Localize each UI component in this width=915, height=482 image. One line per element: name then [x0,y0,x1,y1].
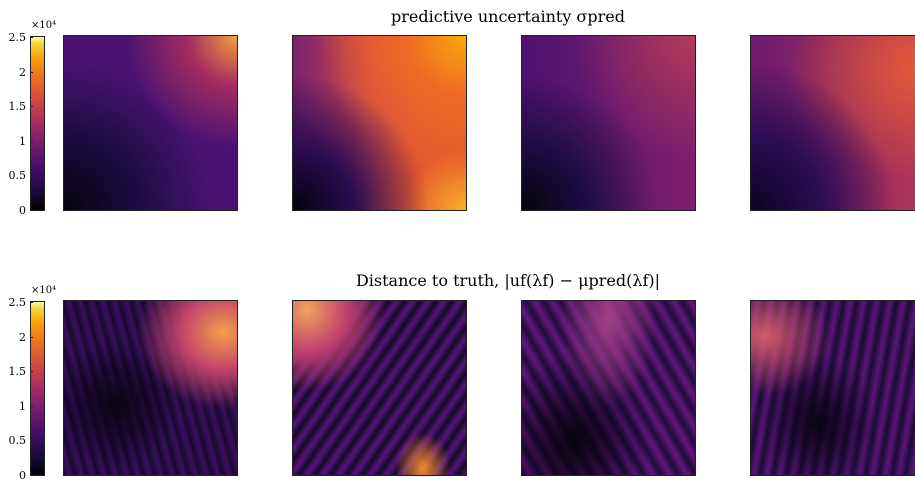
bottom-colorbar-multiplier: ×10⁴ [31,285,57,296]
top-colorbar-multiplier: ×10⁴ [31,20,57,31]
top-colorbar-tick-label: 0 [19,204,26,217]
top-colorbar-tick-mark [30,37,33,38]
bottom-colorbar-tick-label: 0 [19,469,26,482]
uncertainty-panel-1 [63,35,238,211]
uncertainty-panel-3 [521,35,696,211]
distance-panel-2 [292,300,467,476]
top-colorbar-tick-mark [30,140,33,142]
bottom-colorbar-tick-label: 2 [19,330,26,344]
bottom-colorbar-tick-mark [30,405,33,407]
bottom-colorbar-tick-label: 1.5 [8,365,27,379]
bottom-colorbar-tick-mark [30,440,33,442]
top-row-title: predictive uncertainty σpred [391,7,625,26]
top-colorbar-tick-label: 1 [19,134,26,148]
top-colorbar [30,36,45,211]
top-colorbar-tick-mark [30,175,33,177]
distance-panel-1 [63,300,238,476]
distance-panel-4 [750,300,915,476]
top-colorbar-tick-mark [30,106,33,108]
bottom-row-title: Distance to truth, |uf(λf) − μpred(λf)| [355,271,661,290]
uncertainty-panel-2 [292,35,467,211]
bottom-colorbar-tick-label: 0.5 [8,434,27,448]
uncertainty-panel-4 [750,35,915,211]
bottom-colorbar-tick-label: 1 [19,399,26,413]
top-colorbar-tick-label: 2.5 [8,31,27,44]
bottom-colorbar-tick-label: 2.5 [8,296,27,309]
top-colorbar-tick-label: 2 [19,65,26,79]
bottom-colorbar-tick-mark [30,475,33,476]
bottom-colorbar [30,301,45,476]
bottom-colorbar-tick-mark [30,371,33,373]
top-colorbar-tick-label: 0.5 [8,169,27,183]
bottom-colorbar-tick-mark [30,302,33,303]
top-colorbar-tick-label: 1.5 [8,100,27,114]
bottom-colorbar-tick-mark [30,336,33,338]
top-colorbar-tick-mark [30,71,33,73]
distance-panel-3 [521,300,696,476]
top-colorbar-tick-mark [30,210,33,211]
